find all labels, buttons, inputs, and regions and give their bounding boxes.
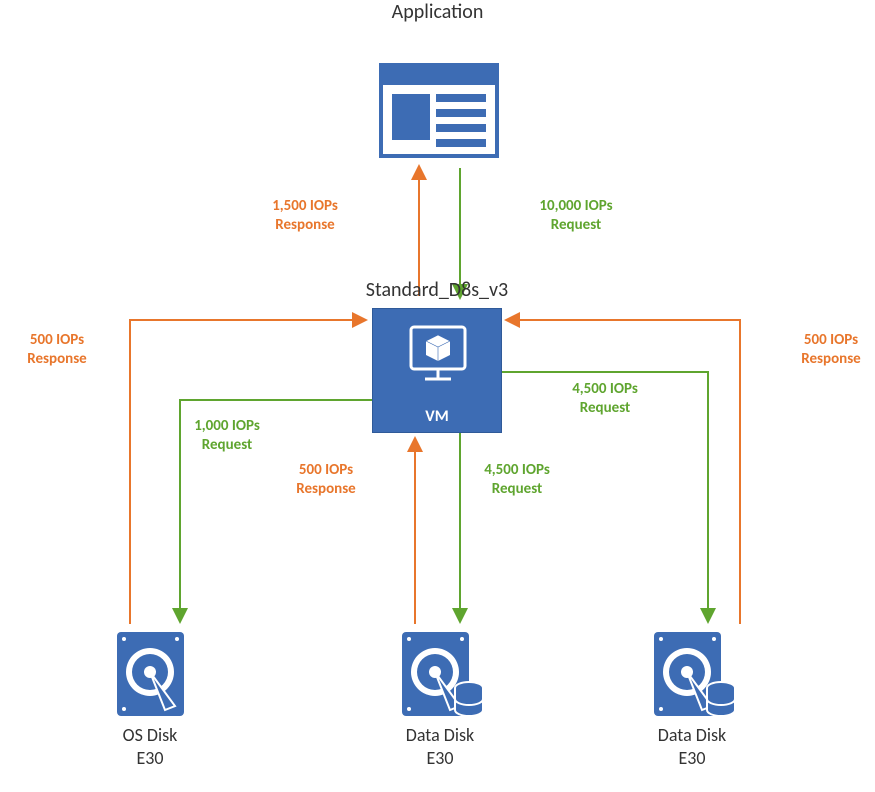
label-datadisk1-request: 4,500 IOPsRequest xyxy=(467,461,567,499)
label-osdisk-request: 1,000 IOPsRequest xyxy=(177,417,277,455)
diagram-canvas: Application Standard_D8s_v3 VM 1,500 IOP… xyxy=(0,0,875,792)
data-disk-1-label: Data DiskE30 xyxy=(380,724,500,769)
label-app-request: 10,000 IOPsRequest xyxy=(521,197,631,235)
label-datadisk2-request: 4,500 IOPsRequest xyxy=(555,380,655,418)
vm-node: VM xyxy=(372,308,502,433)
vm-label: VM xyxy=(373,407,501,426)
data-disk-2-label: Data DiskE30 xyxy=(632,724,752,769)
os-disk-label: OS DiskE30 xyxy=(95,724,205,769)
label-app-response: 1,500 IOPsResponse xyxy=(257,197,353,235)
label-mid-response: 500 IOPsResponse xyxy=(281,461,371,499)
application-icon xyxy=(379,63,499,158)
os-disk-icon xyxy=(113,628,188,720)
vm-monitor-icon xyxy=(373,309,503,404)
label-left-response: 500 IOPsResponse xyxy=(12,331,102,369)
data-disk-2-icon xyxy=(650,628,725,720)
application-title: Application xyxy=(0,0,875,24)
data-disk-1-icon xyxy=(398,628,473,720)
vm-title: Standard_D8s_v3 xyxy=(332,278,542,302)
label-right-response: 500 IOPsResponse xyxy=(788,331,874,369)
